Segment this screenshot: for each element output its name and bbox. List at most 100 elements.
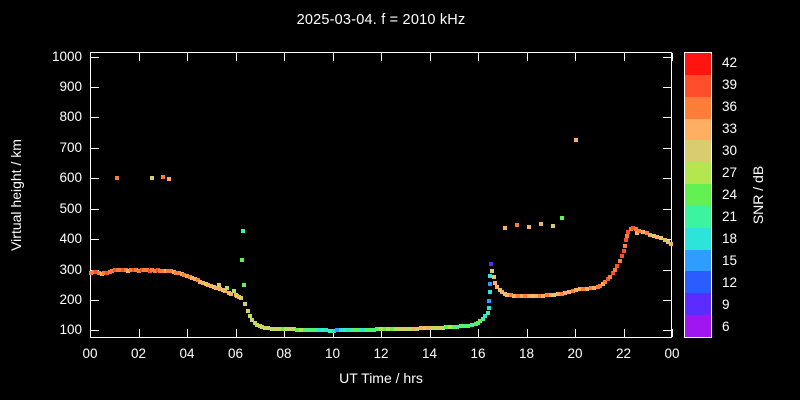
data-point [198, 279, 203, 284]
colorbar-tick-label: 12 [722, 275, 738, 290]
y-tick-mirror [663, 56, 671, 58]
data-point [426, 326, 431, 331]
x-tick [284, 329, 285, 337]
data-point [598, 283, 603, 288]
data-point [309, 328, 314, 333]
data-point [389, 327, 394, 332]
colorbar-band [685, 315, 711, 337]
data-point [104, 270, 109, 275]
data-point [231, 288, 236, 293]
data-point [508, 293, 513, 298]
colorbar-tick-label: 39 [722, 77, 738, 92]
x-tick-mirror [575, 53, 576, 61]
data-point [320, 328, 325, 333]
data-point [644, 231, 649, 236]
data-point [495, 284, 500, 289]
y-tick-mirror [663, 239, 671, 241]
colorbar-band [685, 249, 711, 272]
x-tick-mirror [90, 53, 91, 61]
data-point [277, 327, 282, 332]
data-point [386, 327, 391, 332]
data-point [621, 249, 626, 254]
data-point [182, 273, 187, 278]
y-tick-mirror [663, 178, 671, 180]
data-point [566, 290, 571, 295]
data-point [229, 291, 234, 296]
x-tick [526, 329, 528, 337]
data-point [655, 234, 660, 239]
data-point [608, 274, 613, 279]
data-point [295, 327, 300, 332]
data-point [250, 318, 255, 323]
data-point [291, 327, 296, 332]
data-point [349, 328, 354, 333]
y-tick [91, 86, 99, 88]
x-tick-mirror [235, 53, 237, 61]
data-point [118, 268, 123, 273]
data-point [99, 271, 104, 276]
x-tick [429, 329, 431, 337]
data-point [480, 316, 485, 321]
data-point [466, 323, 471, 328]
colorbar-tick-label: 36 [722, 99, 738, 114]
y-tick [91, 178, 99, 180]
colorbar-tick-label: 18 [722, 231, 738, 246]
data-point [448, 325, 453, 330]
data-point [539, 222, 544, 227]
data-point [634, 230, 639, 235]
data-point [596, 284, 601, 289]
data-point [577, 287, 582, 292]
colorbar-band [685, 184, 711, 206]
y-tick-label: 900 [59, 78, 82, 94]
data-point [179, 272, 184, 277]
data-point [227, 290, 232, 295]
data-point [519, 294, 524, 299]
data-point [485, 310, 490, 315]
data-point [114, 176, 119, 181]
x-tick-mirror [381, 53, 382, 61]
data-point [537, 294, 542, 298]
data-point [668, 242, 673, 247]
data-point [288, 327, 293, 332]
data-point [150, 268, 155, 273]
x-tick-label: 16 [470, 346, 486, 361]
data-point [222, 289, 227, 294]
x-tick-mirror [138, 53, 140, 61]
data-point [659, 235, 664, 240]
y-tick-label: 500 [59, 200, 82, 216]
x-tick-label: 08 [276, 346, 292, 361]
data-point [408, 326, 413, 331]
x-tick-label: 22 [615, 346, 632, 361]
colorbar-tick-label: 27 [722, 165, 738, 180]
y-tick-label: 400 [59, 231, 82, 247]
x-tick-mirror [478, 53, 479, 61]
x-tick [672, 329, 673, 337]
data-point [563, 291, 568, 296]
x-tick [623, 329, 625, 337]
data-point [255, 323, 260, 328]
data-point [610, 271, 615, 276]
data-point [252, 321, 257, 326]
data-point [306, 328, 311, 333]
colorbar-tick-label: 24 [722, 187, 738, 202]
data-point [559, 216, 564, 221]
y-tick-mirror [663, 330, 671, 332]
data-point [371, 327, 376, 332]
data-point [152, 268, 157, 273]
data-point [313, 328, 318, 333]
data-point [266, 326, 271, 331]
data-point [158, 268, 163, 273]
y-tick [91, 56, 99, 58]
data-point [459, 324, 464, 329]
y-tick [91, 299, 99, 301]
x-tick-label: 00 [82, 346, 98, 361]
data-point [346, 328, 351, 333]
chart-title: 2025-03-04. f = 2010 kHz [296, 12, 466, 28]
data-point [120, 268, 125, 273]
colorbar-band [685, 205, 711, 228]
x-tick-mirror [672, 53, 673, 61]
data-point [541, 293, 546, 298]
data-point [94, 269, 99, 274]
data-point [605, 277, 610, 282]
